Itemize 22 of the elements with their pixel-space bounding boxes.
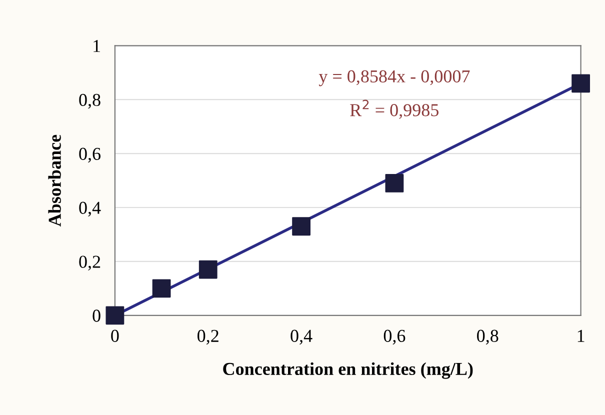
y-tick-label: 1 bbox=[94, 40, 100, 52]
point bbox=[292, 217, 310, 236]
point bbox=[572, 74, 590, 93]
y-axis-title: Absorbance bbox=[48, 134, 61, 226]
point bbox=[106, 306, 124, 325]
x-tick-label: 0,2 bbox=[198, 330, 218, 345]
x-axis-title: Concentration en nitrites (mg/L) bbox=[223, 362, 473, 379]
x-tick-label: 0,8 bbox=[477, 330, 498, 345]
y-tick-label: 0,2 bbox=[79, 256, 100, 270]
x-tick-label: 0,6 bbox=[384, 330, 406, 345]
point bbox=[152, 279, 171, 298]
annotation: y = 0,8584x - 0,0007 bbox=[318, 70, 470, 86]
x-tick-label: 1 bbox=[578, 330, 584, 342]
y-tick-label: 0 bbox=[92, 310, 100, 322]
y-tick-label: 0,4 bbox=[79, 202, 101, 217]
x-tick-label: 0 bbox=[111, 330, 119, 342]
point bbox=[385, 174, 404, 192]
x-tick-label: 0,4 bbox=[290, 330, 312, 345]
y-tick-label: 0,8 bbox=[79, 94, 100, 109]
point bbox=[198, 260, 218, 279]
annotation: R$^{2}$ = 0,9985 bbox=[350, 100, 438, 119]
y-tick-label: 0,6 bbox=[79, 148, 101, 163]
